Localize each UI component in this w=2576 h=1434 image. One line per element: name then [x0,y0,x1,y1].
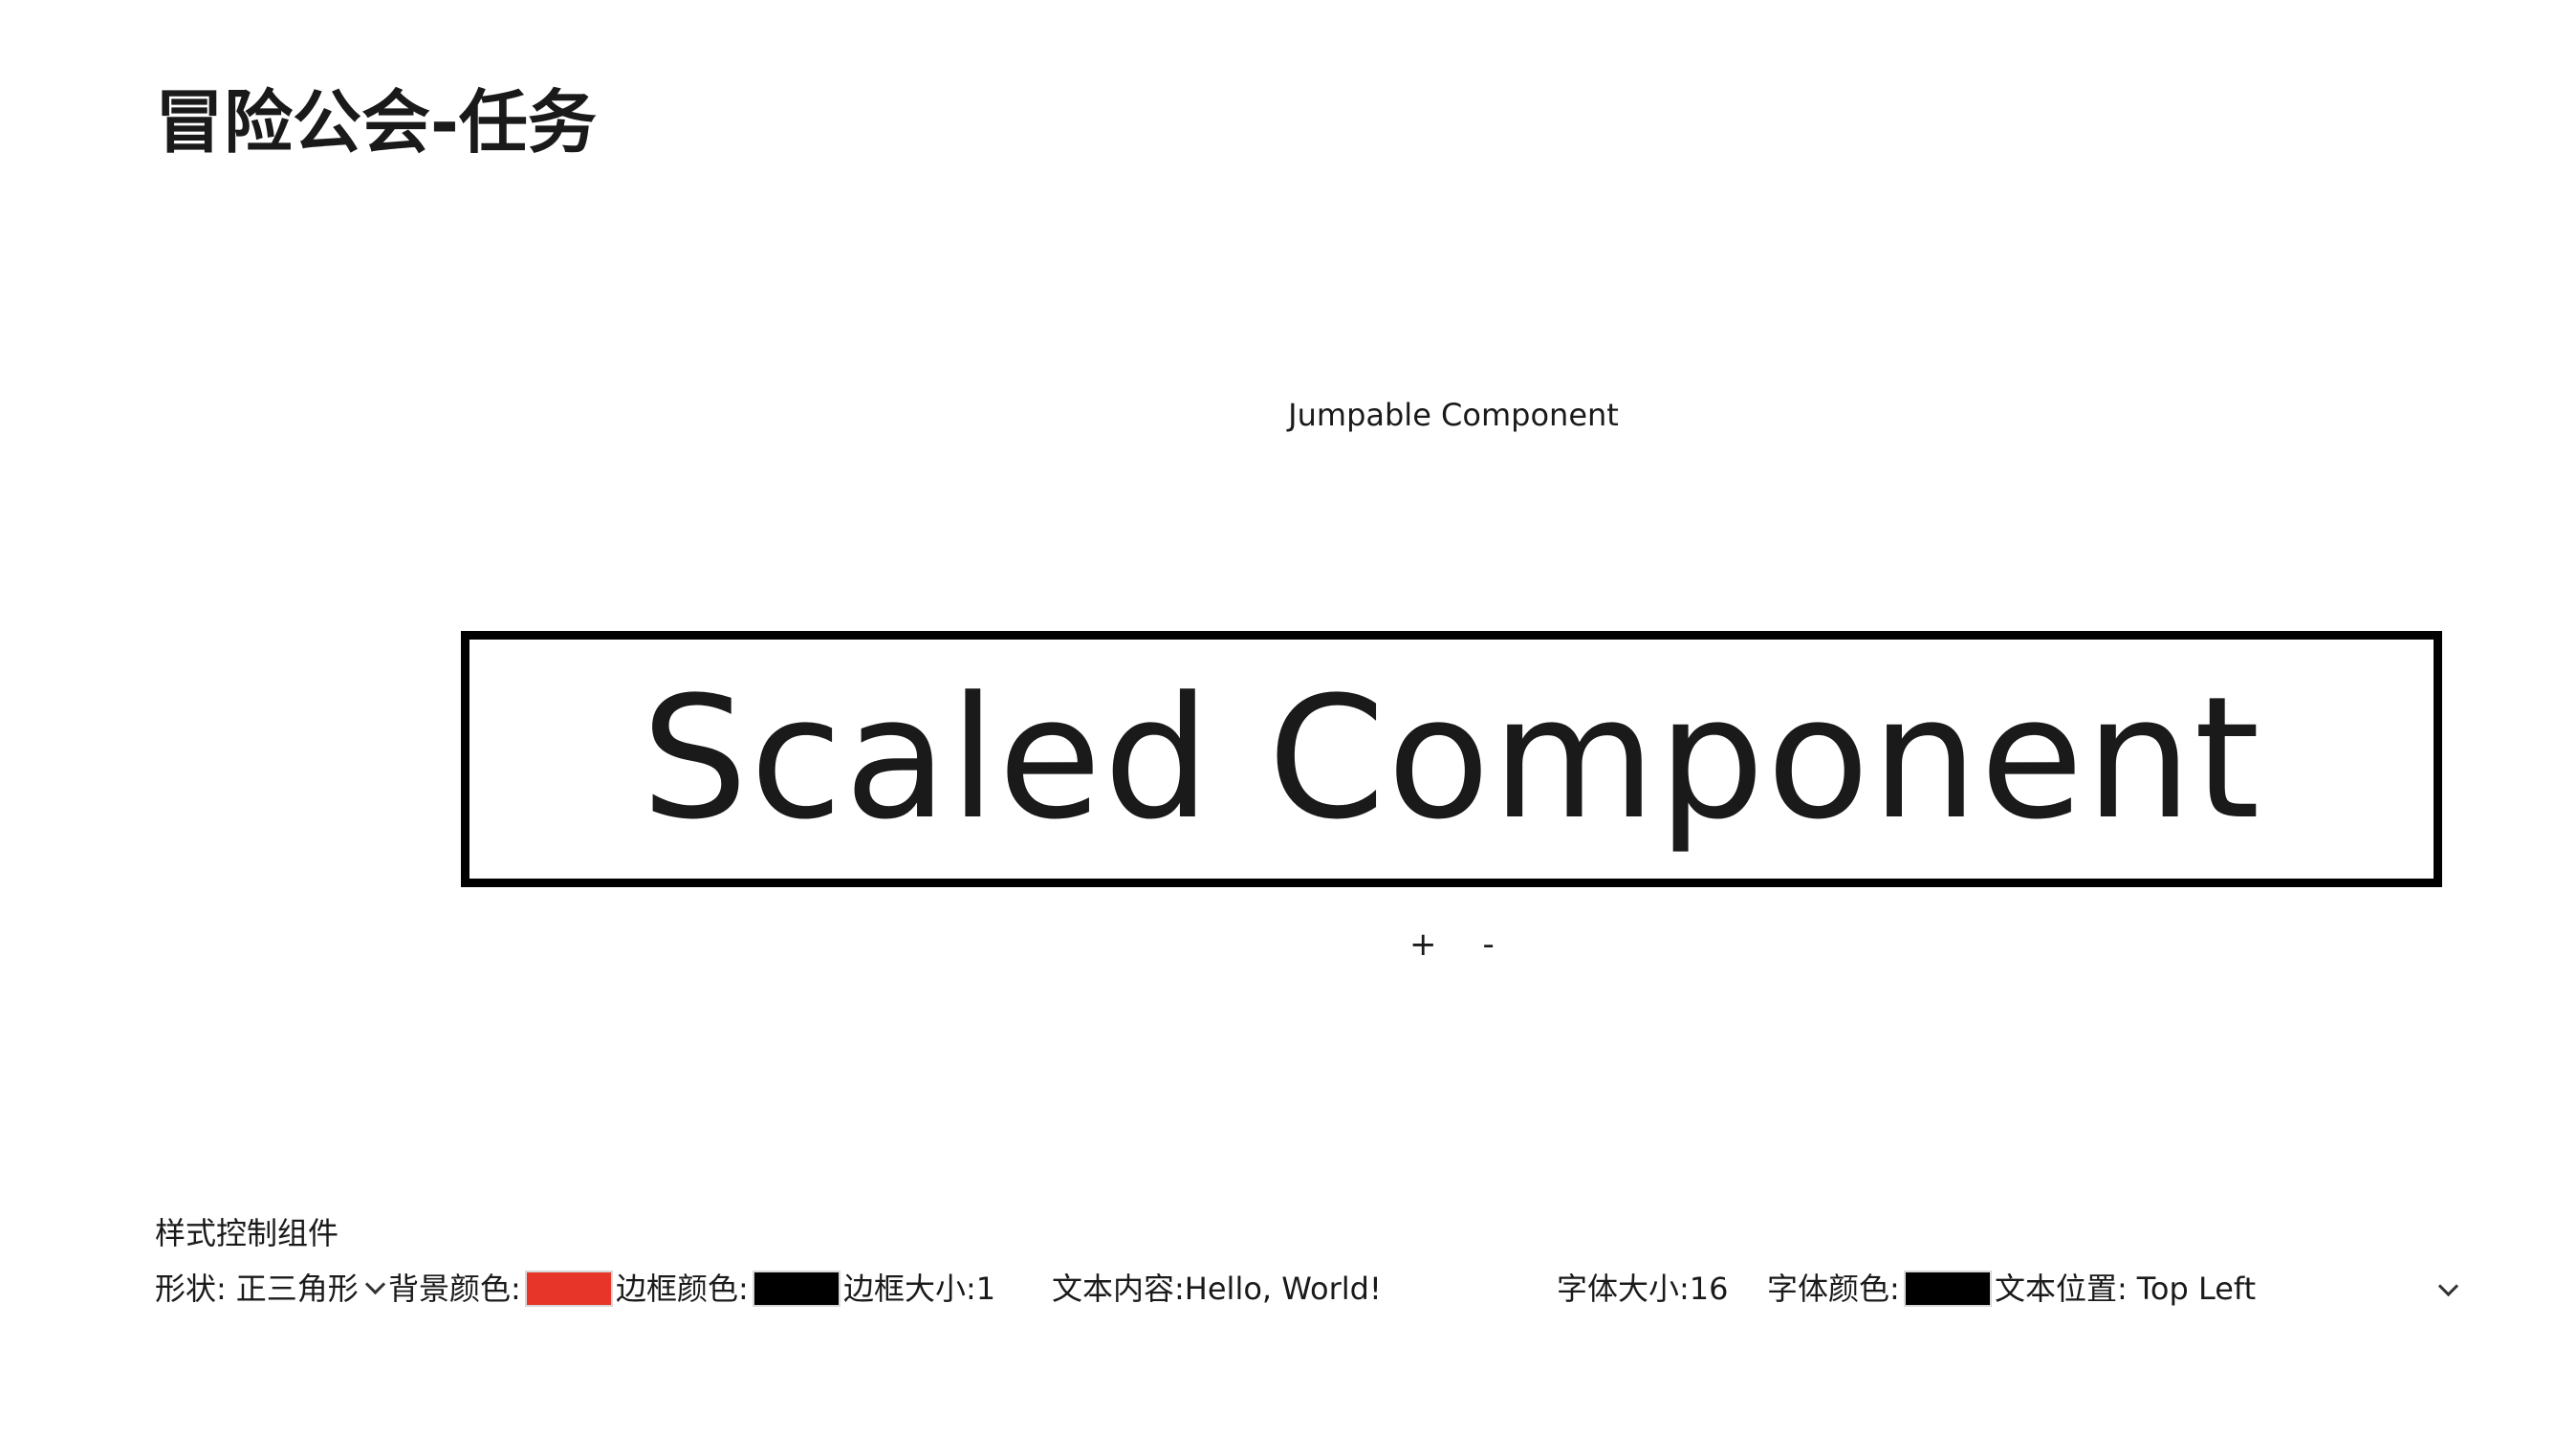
style-controls-row: 形状: 正三角形 背景颜色: 边框颜色: 边框大小: 1 文本内容: Hello… [155,1264,2469,1314]
page-title: 冒险公会-任务 [155,82,597,163]
shape-select[interactable]: 正三角形 [235,1271,359,1307]
border-color-label: 边框颜色: [616,1271,749,1307]
background-color-control: 背景颜色: [388,1264,617,1314]
text-content-input[interactable]: Hello, World! [1184,1271,1382,1307]
border-size-input[interactable]: 1 [975,1271,996,1307]
font-size-control: 字体大小: 16 [1557,1264,1729,1314]
zoom-in-button[interactable]: + [1402,923,1445,966]
zoom-out-button[interactable]: - [1475,923,1502,966]
text-position-label: 文本位置: [1995,1271,2128,1307]
text-content-control: 文本内容: Hello, World! [1052,1264,1382,1314]
shape-control: 形状: 正三角形 [155,1264,385,1314]
font-size-label: 字体大小: [1557,1271,1690,1307]
font-color-label: 字体颜色: [1767,1271,1900,1307]
zoom-controls: + - [1402,923,1502,966]
border-size-label: 边框大小: [843,1271,976,1307]
jumpable-component[interactable]: Jumpable Component [0,394,2576,436]
border-color-picker[interactable] [752,1271,840,1307]
border-size-control: 边框大小: 1 [843,1264,995,1314]
font-size-input[interactable]: 16 [1689,1271,1729,1307]
scaled-component: Scaled Component [461,631,2442,887]
font-color-picker[interactable] [1903,1271,1992,1307]
style-panel-title: 样式控制组件 [155,1215,339,1251]
text-position-control: 文本位置: Top Left [1995,1264,2469,1314]
font-color-control: 字体颜色: [1767,1264,1996,1314]
chevron-down-icon[interactable] [364,1273,385,1294]
text-position-select[interactable]: Top Left [2136,1271,2257,1307]
background-color-label: 背景颜色: [388,1271,521,1307]
border-color-control: 边框颜色: [616,1264,844,1314]
text-content-label: 文本内容: [1052,1271,1185,1307]
shape-label: 形状: [155,1271,227,1307]
scaled-component-label: Scaled Component [641,661,2262,857]
jumpable-component-label: Jumpable Component [1288,397,1619,433]
chevron-down-icon[interactable] [2437,1275,2459,1297]
background-color-picker[interactable] [524,1271,613,1307]
